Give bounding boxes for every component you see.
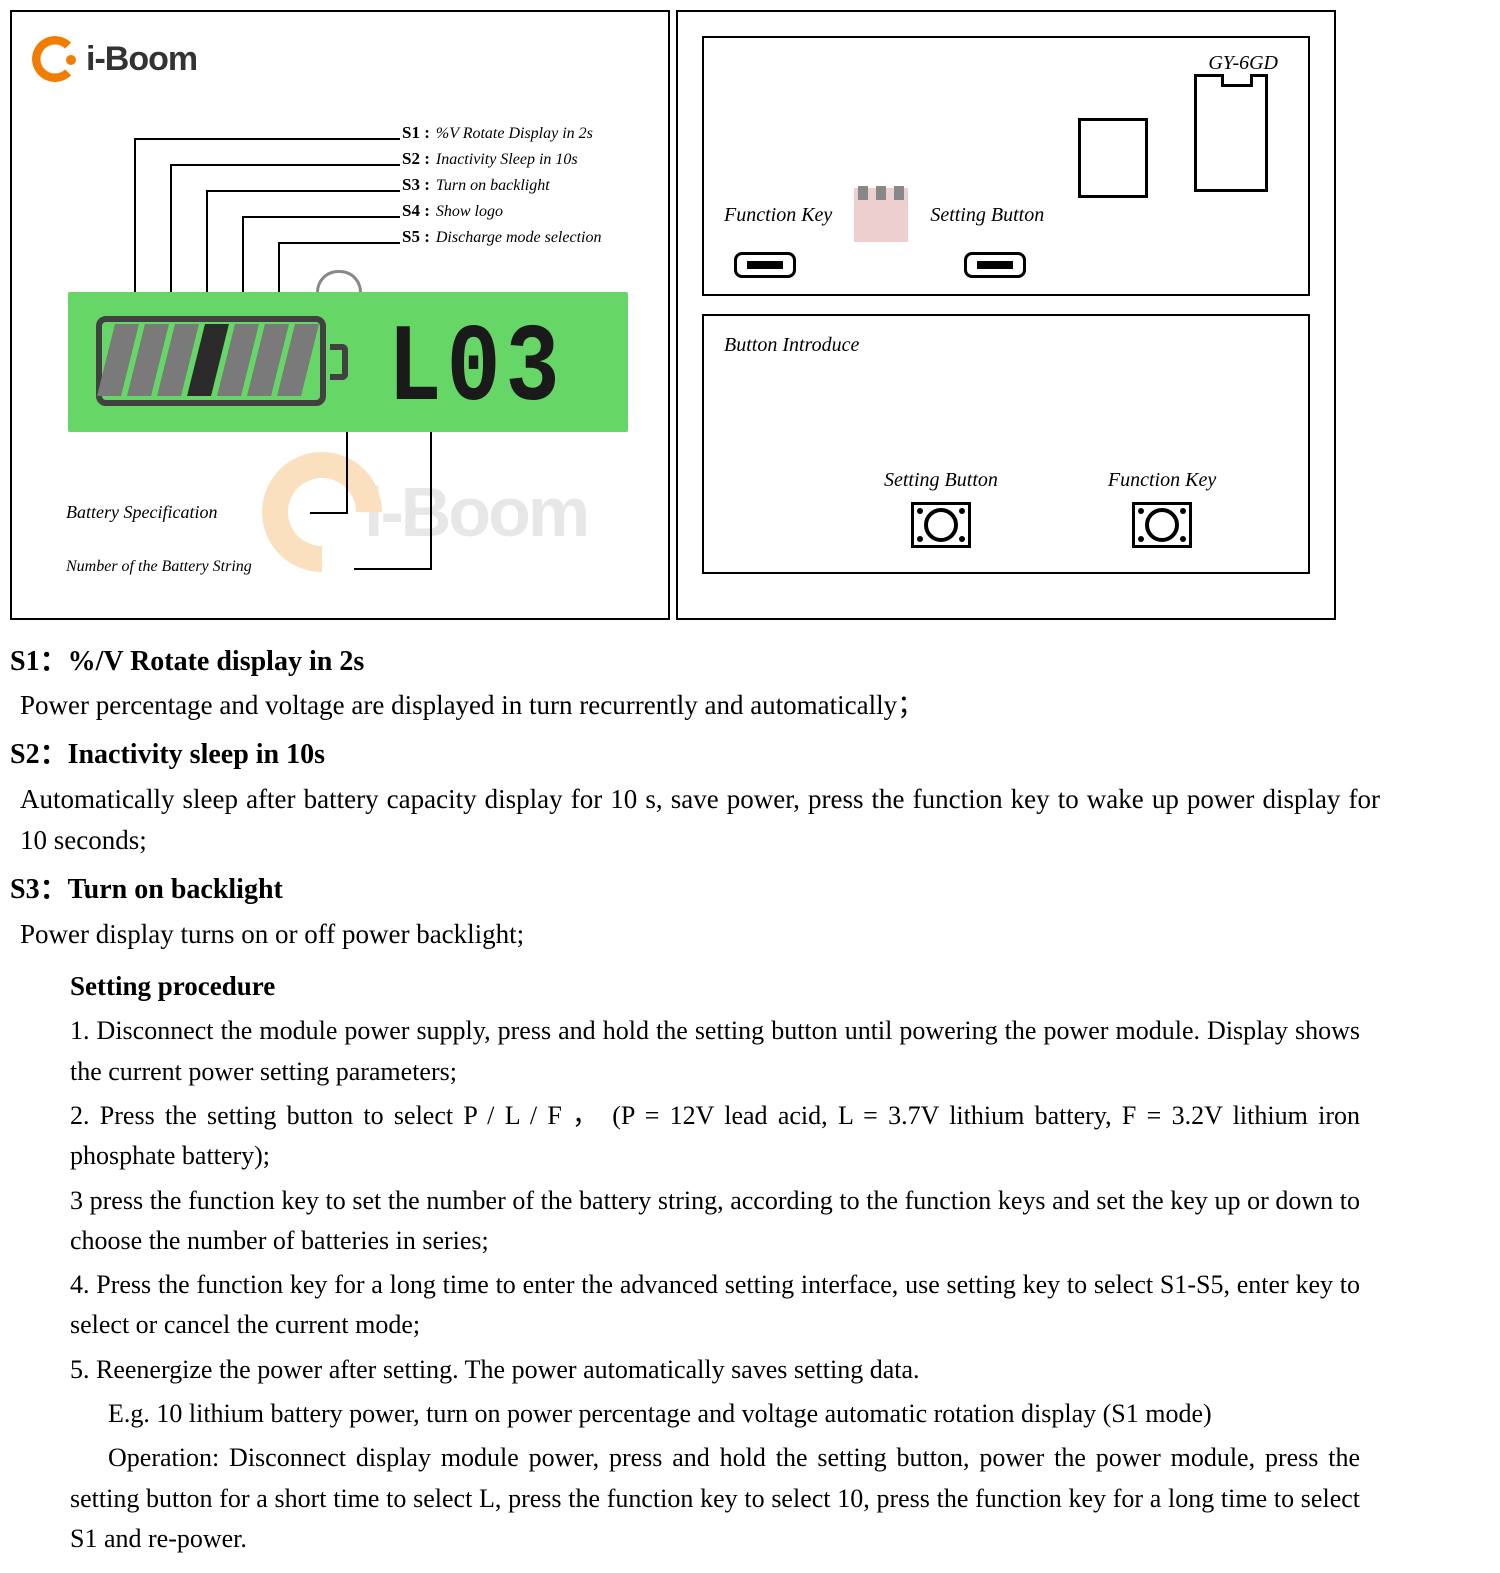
description-text: S1：%/V Rotate display in 2s Power percen…: [10, 640, 1390, 1559]
leader-line: [278, 242, 280, 292]
procedure-step: 3 press the function key to set the numb…: [70, 1181, 1360, 1262]
button-introduce-title: Button Introduce: [724, 334, 1288, 357]
leader-line: [430, 432, 432, 570]
watermark-text: i-Boom: [364, 472, 587, 552]
setting-button-label: Setting Button: [930, 204, 1044, 227]
leader-line: [354, 568, 430, 570]
lcd-display: L03: [68, 292, 628, 432]
setting-button-col: Setting Button: [884, 469, 998, 548]
logo-text: i-Boom: [86, 40, 197, 79]
logo-dot-icon: [66, 55, 76, 65]
pcb-top-view: GY-6GD Function Key Setting Button: [702, 36, 1310, 296]
battery-string-label: Number of the Battery String: [66, 558, 252, 576]
procedure-step: 2. Press the setting button to select P …: [70, 1096, 1360, 1177]
diagram-panel-right: GY-6GD Function Key Setting Button Butto…: [676, 10, 1336, 620]
s-item: S2 :Inactivity Sleep in 10s: [402, 146, 601, 172]
procedure-operation: Operation: Disconnect display module pow…: [70, 1438, 1360, 1559]
leader-line: [206, 190, 208, 292]
s2-body: Automatically sleep after battery capaci…: [20, 779, 1380, 863]
tactile-button-icon: [911, 502, 971, 548]
s1-heading: S1：%/V Rotate display in 2s: [10, 640, 1390, 683]
component-rect-icon: [1194, 74, 1268, 192]
s-item: S5 :Discharge mode selection: [402, 224, 601, 250]
tactile-button-icon: [1132, 502, 1192, 548]
chip-icon: [854, 188, 908, 242]
procedure-heading: Setting procedure: [70, 966, 1360, 1008]
leader-line: [170, 164, 400, 166]
function-key-col: Function Key: [1108, 469, 1216, 548]
function-key-label: Function Key: [1108, 469, 1216, 492]
diagram-panel-left: i-Boom S1 :%V Rotate Display in 2s S2 :I…: [10, 10, 670, 620]
leader-line: [206, 190, 400, 192]
lcd-digits: L03: [387, 308, 564, 433]
model-label: GY-6GD: [1208, 52, 1278, 75]
usb-port-icon: [964, 252, 1026, 278]
usb-port-icon: [734, 252, 796, 278]
s3-heading: S3：Turn on backlight: [10, 868, 1390, 911]
leader-line: [346, 432, 348, 514]
s-item: S4 :Show logo: [402, 198, 601, 224]
leader-line: [170, 164, 172, 292]
procedure-step: 1. Disconnect the module power supply, p…: [70, 1011, 1360, 1092]
setting-procedure: Setting procedure 1. Disconnect the modu…: [70, 966, 1360, 1560]
leader-line: [242, 216, 244, 292]
leader-line: [278, 242, 400, 244]
function-key-label: Function Key: [724, 204, 832, 227]
battery-cells: [106, 324, 310, 396]
leader-line: [242, 216, 400, 218]
leader-line: [310, 512, 346, 514]
s-item: S1 :%V Rotate Display in 2s: [402, 120, 601, 146]
component-rect-icon: [1078, 118, 1148, 198]
leader-line: [134, 138, 400, 140]
brand-logo: i-Boom: [32, 36, 654, 82]
setting-button-label: Setting Button: [884, 469, 998, 492]
s-mode-list: S1 :%V Rotate Display in 2s S2 :Inactivi…: [402, 120, 601, 250]
s1-body: Power percentage and voltage are display…: [20, 685, 1390, 727]
pcb-bottom-view: Button Introduce Setting Button Function…: [702, 314, 1310, 574]
s2-heading: S2：Inactivity sleep in 10s: [10, 733, 1390, 776]
battery-spec-label: Battery Specification: [66, 502, 217, 523]
procedure-example: E.g. 10 lithium battery power, turn on p…: [70, 1394, 1360, 1434]
s3-body: Power display turns on or off power back…: [20, 914, 1390, 956]
battery-cap-icon: [330, 344, 348, 380]
leader-line: [134, 138, 136, 292]
s-item: S3 :Turn on backlight: [402, 172, 601, 198]
procedure-step: 5. Reenergize the power after setting. T…: [70, 1350, 1360, 1390]
front-controls-row: Function Key Setting Button: [724, 188, 1044, 242]
procedure-step: 4. Press the function key for a long tim…: [70, 1265, 1360, 1346]
top-row: i-Boom S1 :%V Rotate Display in 2s S2 :I…: [10, 10, 1490, 620]
